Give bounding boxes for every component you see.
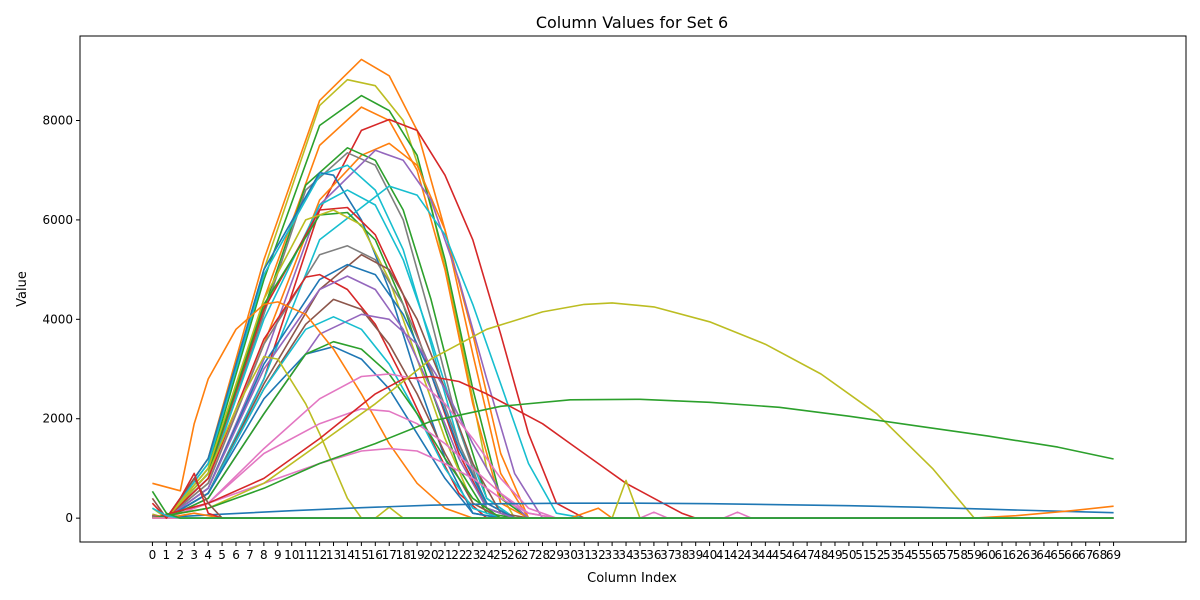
- x-tick-label: 12: [312, 548, 327, 562]
- x-tick-label: 41: [716, 548, 731, 562]
- x-tick-label: 38: [674, 548, 689, 562]
- x-tick-label: 28: [535, 548, 550, 562]
- x-tick-label: 63: [1022, 548, 1037, 562]
- series-line-32: [152, 375, 780, 519]
- x-tick-label: 51: [855, 548, 870, 562]
- x-tick-label: 2: [176, 548, 184, 562]
- x-tick-label: 55: [911, 548, 926, 562]
- x-tick-label: 4: [204, 548, 212, 562]
- x-tick-label: 21: [437, 548, 452, 562]
- x-tick-label: 50: [841, 548, 856, 562]
- x-tick-label: 30: [563, 548, 578, 562]
- plot-series-group: [151, 58, 1114, 519]
- x-tick-label: 58: [953, 548, 968, 562]
- x-tick-label: 26: [507, 548, 522, 562]
- x-tick-label: 47: [799, 548, 814, 562]
- y-axis-ticks: 0 2000 4000 6000 8000: [42, 113, 80, 525]
- x-tick-label: 49: [827, 548, 842, 562]
- series-line-35: [152, 502, 1114, 519]
- x-axis-label: Column Index: [587, 571, 677, 586]
- chart-title: Column Values for Set 6: [536, 13, 728, 32]
- x-tick-label: 48: [813, 548, 828, 562]
- x-tick-label: 11: [298, 548, 313, 562]
- x-tick-label: 3: [190, 548, 198, 562]
- x-tick-label: 44: [758, 548, 773, 562]
- y-tick-label: 0: [65, 511, 73, 525]
- x-tick-label: 46: [786, 548, 801, 562]
- x-tick-label: 29: [549, 548, 564, 562]
- x-tick-label: 25: [493, 548, 508, 562]
- x-tick-label: 69: [1106, 548, 1121, 562]
- x-tick-label: 9: [274, 548, 282, 562]
- x-tick-label: 54: [897, 548, 912, 562]
- y-axis-label: Value: [15, 271, 30, 307]
- series-line-18: [152, 253, 571, 519]
- x-tick-label: 65: [1050, 548, 1065, 562]
- x-tick-label: 32: [591, 548, 606, 562]
- x-tick-label: 56: [925, 548, 940, 562]
- x-tick-label: 31: [577, 548, 592, 562]
- x-tick-label: 17: [382, 548, 397, 562]
- x-tick-label: 18: [396, 548, 411, 562]
- x-tick-label: 33: [604, 548, 619, 562]
- x-tick-label: 19: [409, 548, 424, 562]
- x-tick-label: 60: [981, 548, 996, 562]
- x-axis-ticks: 0 1 2 3 4 5 6 7 8 9 101112131415161718192021222324…: [149, 542, 1121, 562]
- x-tick-label: 24: [479, 548, 494, 562]
- x-tick-label: 45: [772, 548, 787, 562]
- x-tick-label: 64: [1036, 548, 1051, 562]
- x-tick-label: 8: [260, 548, 268, 562]
- x-tick-label: 14: [340, 548, 355, 562]
- x-tick-label: 27: [521, 548, 536, 562]
- x-tick-label: 39: [688, 548, 703, 562]
- x-tick-label: 53: [883, 548, 898, 562]
- series-line-27: [152, 301, 571, 519]
- series-line-33: [152, 302, 989, 519]
- series-line-26: [152, 340, 571, 519]
- x-tick-label: 23: [465, 548, 480, 562]
- x-tick-label: 35: [632, 548, 647, 562]
- series-line-25: [152, 345, 571, 519]
- x-tick-label: 15: [354, 548, 369, 562]
- series-line-34: [152, 398, 1114, 519]
- x-tick-label: 16: [368, 548, 383, 562]
- x-tick-label: 36: [646, 548, 661, 562]
- plot-area-frame: [79, 35, 1187, 543]
- x-tick-label: 66: [1064, 548, 1079, 562]
- x-tick-label: 20: [423, 548, 438, 562]
- x-tick-label: 6: [232, 548, 240, 562]
- series-line-42: [151, 490, 1114, 519]
- x-tick-label: 7: [246, 548, 254, 562]
- series-line-28: [151, 355, 640, 519]
- y-tick-label: 4000: [42, 312, 73, 326]
- x-tick-label: 10: [284, 548, 299, 562]
- x-tick-label: 37: [660, 548, 675, 562]
- x-tick-label: 61: [994, 548, 1009, 562]
- x-tick-label: 52: [869, 548, 884, 562]
- x-tick-label: 22: [451, 548, 466, 562]
- x-tick-label: 57: [939, 548, 954, 562]
- x-tick-label: 67: [1078, 548, 1093, 562]
- y-tick-label: 8000: [42, 113, 73, 127]
- y-tick-label: 6000: [42, 213, 73, 227]
- y-tick-label: 2000: [42, 412, 73, 426]
- x-tick-label: 13: [326, 548, 341, 562]
- x-tick-label: 59: [967, 548, 982, 562]
- x-tick-label: 62: [1008, 548, 1023, 562]
- x-tick-label: 40: [702, 548, 717, 562]
- series-line-36: [152, 505, 1114, 519]
- x-tick-label: 43: [744, 548, 759, 562]
- x-tick-label: 68: [1092, 548, 1107, 562]
- x-tick-label: 42: [730, 548, 745, 562]
- x-tick-label: 1: [163, 548, 171, 562]
- x-tick-label: 34: [618, 548, 633, 562]
- series-line-20: [152, 273, 571, 519]
- x-tick-label: 0: [149, 548, 157, 562]
- series-line-17: [152, 245, 571, 519]
- x-tick-label: 5: [218, 548, 226, 562]
